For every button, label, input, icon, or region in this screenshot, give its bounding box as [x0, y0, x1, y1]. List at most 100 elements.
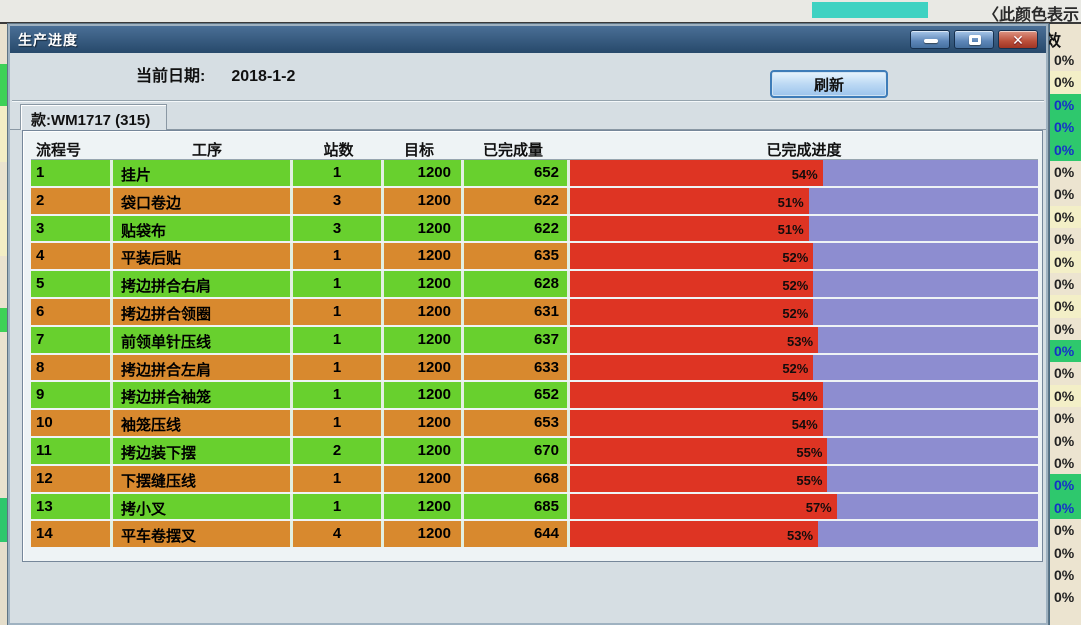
progress-label: 55%: [796, 444, 823, 460]
efficiency-column-header: 效: [1045, 33, 1062, 49]
efficiency-cell: 0%: [1050, 384, 1081, 408]
cell-operation: 拷边拼合袖笼: [113, 382, 293, 409]
close-button[interactable]: ✕: [998, 30, 1038, 49]
cell-process-no: 8: [31, 354, 113, 381]
cell-operation: 拷边拼合领圈: [113, 298, 293, 325]
cell-operation: 前领单针压线: [113, 326, 293, 353]
background-efficiency-column: 效 0% 0% 0% 0% 0% 0% 0% 0% 0% 0% 0% 0% 0% 0% 0% 0% 0% 0% 0%…: [1045, 24, 1081, 625]
cell-completed: 670: [464, 437, 570, 464]
header-cell-3: 目标: [403, 142, 434, 159]
efficiency-cell: 0%: [1054, 163, 1075, 180]
cell-target: 1200: [384, 243, 464, 270]
current-date-row: 当前日期: 2018-1-2: [136, 62, 295, 86]
cell-target: 1200: [384, 160, 464, 186]
efficiency-cell: 0%: [1050, 93, 1081, 117]
cell-completed: 652: [464, 160, 570, 186]
minimize-icon: [924, 39, 938, 43]
table-row[interactable]: 13 拷小叉 1 1200 685 57%: [31, 493, 1038, 520]
table-row[interactable]: 10 袖笼压线 1 1200 653 54%: [31, 410, 1038, 436]
cell-operation: 袖笼压线: [113, 410, 293, 436]
cell-completed: 635: [464, 243, 570, 270]
progress-label: 51%: [777, 194, 804, 210]
cell-stations: 1: [293, 243, 384, 270]
cell-stations: 2: [293, 437, 384, 464]
table-row[interactable]: 2 袋口卷边 3 1200 622 51%: [31, 187, 1038, 214]
cell-target: 1200: [384, 437, 464, 464]
cell-target: 1200: [384, 465, 464, 492]
style-tab[interactable]: 款:WM1717 (315): [20, 104, 168, 130]
cell-completed: 685: [464, 493, 570, 520]
progress-label: 52%: [782, 361, 809, 377]
table-body: 1 挂片 1 1200 652 54% 2 袋口卷边 3 1200 622 51% 3 贴袋布 3 1200 6…: [31, 160, 1038, 548]
cell-stations: 1: [293, 326, 384, 353]
header-cell-1: 工序: [191, 142, 222, 159]
toolbar-separator: [12, 100, 1044, 102]
efficiency-cell: 0%: [1050, 138, 1081, 161]
minimize-button[interactable]: [910, 30, 950, 49]
left-strip-block: [0, 308, 9, 332]
efficiency-cell: 0%: [1054, 186, 1075, 203]
left-strip-block: [0, 200, 9, 256]
table-row[interactable]: 14 平车卷摆叉 4 1200 644 53%: [31, 521, 1038, 548]
progress-fill: 51%: [570, 215, 809, 242]
cell-process-no: 13: [31, 493, 113, 520]
progress-label: 52%: [782, 305, 809, 321]
cell-completed: 622: [464, 215, 570, 242]
progress-bar: 51%: [570, 187, 1038, 214]
cell-operation: 平装后贴: [113, 243, 293, 270]
progress-bar: 55%: [570, 437, 1038, 464]
cell-stations: 4: [293, 521, 384, 548]
efficiency-cell: 0%: [1054, 566, 1075, 583]
current-date-label: 当前日期:: [136, 68, 206, 85]
progress-fill: 54%: [570, 382, 823, 409]
refresh-button[interactable]: 刷新: [770, 70, 888, 98]
cell-completed: 668: [464, 465, 570, 492]
progress-label: 52%: [782, 250, 809, 266]
header-cell-2: 站数: [323, 142, 354, 159]
progress-label: 54%: [791, 389, 818, 405]
cell-operation: 拷边拼合左肩: [113, 354, 293, 381]
cell-completed: 628: [464, 271, 570, 297]
efficiency-cell: 0%: [1054, 544, 1075, 561]
progress-bar: 52%: [570, 354, 1038, 381]
cell-stations: 3: [293, 215, 384, 242]
current-date-value: 2018-1-2: [231, 68, 296, 85]
progress-label: 57%: [805, 500, 832, 516]
table-row[interactable]: 12 下摆缝压线 1 1200 668 55%: [31, 465, 1038, 492]
header-cell-4: 已完成量: [482, 142, 543, 159]
efficiency-cell: 0%: [1050, 71, 1081, 94]
production-progress-window: 生产进度 ✕ 当前日期: 2018-1-2 刷新 款:WM1717 (315) 流…: [8, 24, 1048, 625]
table-row[interactable]: 3 贴袋布 3 1200 622 51%: [31, 215, 1038, 242]
table-row[interactable]: 4 平装后贴 1 1200 635 52%: [31, 243, 1038, 270]
efficiency-cell: 0%: [1054, 522, 1075, 539]
window-titlebar[interactable]: 生产进度 ✕: [10, 26, 1046, 53]
efficiency-cell: 0%: [1050, 340, 1081, 363]
progress-bar: 53%: [570, 521, 1038, 548]
cell-completed: 644: [464, 521, 570, 548]
cell-stations: 1: [293, 354, 384, 381]
cell-target: 1200: [384, 493, 464, 520]
table-row[interactable]: 1 挂片 1 1200 652 54%: [31, 160, 1038, 186]
table-row[interactable]: 7 前领单针压线 1 1200 637 53%: [31, 326, 1038, 353]
progress-bar: 52%: [570, 271, 1038, 297]
progress-bar: 54%: [570, 410, 1038, 436]
cell-stations: 1: [293, 298, 384, 325]
table-row[interactable]: 5 拷边拼合右肩 1 1200 628 52%: [31, 271, 1038, 297]
progress-fill: 55%: [570, 437, 828, 464]
maximize-button[interactable]: [954, 30, 994, 49]
left-strip-block: [0, 106, 9, 162]
cell-operation: 平车卷摆叉: [113, 521, 293, 548]
table-row[interactable]: 6 拷边拼合领圈 1 1200 631 52%: [31, 298, 1038, 325]
cell-process-no: 5: [31, 271, 113, 297]
progress-fill: 53%: [570, 521, 819, 548]
table-row[interactable]: 11 拷边装下摆 2 1200 670 55%: [31, 437, 1038, 464]
progress-label: 52%: [782, 277, 809, 293]
progress-label: 53%: [787, 333, 814, 349]
cell-target: 1200: [384, 354, 464, 381]
table-row[interactable]: 9 拷边拼合袖笼 1 1200 652 54%: [31, 382, 1038, 409]
left-strip-block: [0, 64, 9, 106]
efficiency-cell: 0%: [1050, 496, 1081, 520]
table-row[interactable]: 8 拷边拼合左肩 1 1200 633 52%: [31, 354, 1038, 381]
cell-process-no: 3: [31, 215, 113, 242]
